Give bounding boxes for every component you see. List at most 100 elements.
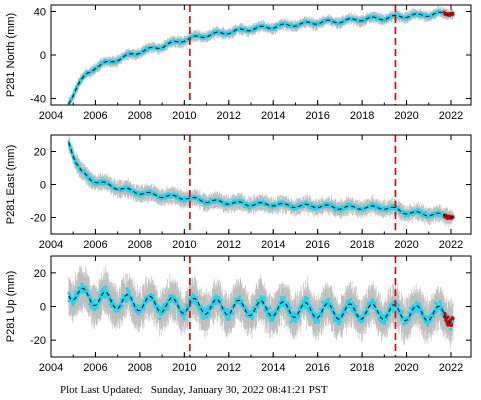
daily-point xyxy=(245,201,249,205)
daily-point xyxy=(264,306,267,310)
daily-point xyxy=(196,195,200,199)
daily-point xyxy=(353,310,356,313)
daily-point xyxy=(309,206,312,210)
x-tick-label: 2014 xyxy=(261,239,285,251)
daily-point xyxy=(182,317,186,321)
daily-point xyxy=(86,291,89,294)
daily-point xyxy=(162,311,166,314)
daily-point xyxy=(372,306,375,310)
daily-point xyxy=(436,309,440,312)
daily-point xyxy=(291,318,295,322)
daily-point xyxy=(386,313,390,316)
daily-point xyxy=(98,293,102,297)
daily-point xyxy=(106,291,109,295)
x-tick-label: 2016 xyxy=(305,362,329,374)
daily-point xyxy=(251,315,255,318)
east-panel: 2004 2006 2008 2010 2012 2014 2016 2018 2020 2022… xyxy=(5,134,472,251)
daily-point xyxy=(154,301,158,305)
daily-point xyxy=(306,309,310,312)
daily-point xyxy=(241,301,244,304)
daily-point xyxy=(106,296,110,300)
daily-point xyxy=(187,306,191,310)
daily-point xyxy=(338,314,341,318)
plot-area xyxy=(67,5,455,105)
daily-point xyxy=(349,203,353,206)
rapid-point xyxy=(445,214,448,217)
daily-point xyxy=(309,310,313,314)
y-tick-label: 20 xyxy=(34,268,46,280)
daily-point xyxy=(426,324,429,327)
daily-point xyxy=(379,316,382,320)
daily-point xyxy=(262,296,266,299)
daily-point xyxy=(287,310,290,314)
daily-point xyxy=(297,316,300,320)
daily-point xyxy=(217,296,221,299)
daily-point xyxy=(298,306,301,309)
daily-point xyxy=(150,294,153,298)
daily-point xyxy=(325,306,329,309)
y-tick-label: 0 xyxy=(40,302,46,314)
daily-point xyxy=(84,285,88,289)
daily-point xyxy=(197,304,200,307)
daily-point xyxy=(283,201,286,204)
daily-point xyxy=(270,311,274,314)
daily-point xyxy=(340,209,343,213)
daily-point xyxy=(372,301,375,304)
daily-point xyxy=(370,303,373,307)
daily-point xyxy=(373,302,377,306)
daily-point xyxy=(83,170,87,173)
daily-point xyxy=(208,313,211,316)
daily-point xyxy=(246,313,250,317)
daily-point xyxy=(184,311,187,315)
daily-point xyxy=(284,300,287,303)
daily-point xyxy=(143,50,147,54)
daily-point xyxy=(318,314,322,318)
daily-point xyxy=(73,301,76,305)
daily-point xyxy=(372,202,375,206)
daily-point xyxy=(327,302,330,305)
daily-point xyxy=(288,308,291,312)
daily-point xyxy=(310,308,314,312)
daily-point xyxy=(140,307,144,311)
rapid-point xyxy=(447,315,450,319)
daily-point xyxy=(277,309,280,312)
daily-point xyxy=(96,306,99,309)
daily-point xyxy=(189,198,192,201)
daily-point xyxy=(338,318,342,321)
x-tick-label: 2012 xyxy=(217,110,241,122)
plot-area xyxy=(67,135,455,227)
daily-point xyxy=(331,306,335,310)
rapid-point xyxy=(451,12,455,16)
x-tick-label: 2012 xyxy=(217,239,241,251)
daily-point xyxy=(228,317,232,321)
daily-point xyxy=(274,310,278,313)
daily-point xyxy=(242,205,245,208)
daily-point xyxy=(226,312,230,315)
daily-point xyxy=(303,306,307,310)
daily-point xyxy=(234,199,237,202)
daily-point xyxy=(74,298,78,302)
x-tick-label: 2004 xyxy=(39,362,63,374)
daily-point xyxy=(117,309,120,313)
x-tick-label: 2008 xyxy=(128,362,152,374)
daily-point xyxy=(290,311,293,315)
daily-point xyxy=(76,290,79,294)
daily-point xyxy=(257,305,260,309)
daily-point xyxy=(429,319,433,322)
daily-point xyxy=(136,304,139,307)
daily-point xyxy=(309,305,312,309)
daily-point xyxy=(136,305,139,309)
daily-point xyxy=(228,314,231,318)
daily-point xyxy=(219,299,223,302)
daily-point xyxy=(89,297,93,301)
daily-point xyxy=(176,302,179,305)
daily-point xyxy=(71,154,75,157)
daily-point xyxy=(126,297,129,300)
daily-point xyxy=(413,310,416,313)
x-tick-label: 2004 xyxy=(39,110,63,122)
daily-point xyxy=(344,308,347,312)
daily-point xyxy=(420,314,424,318)
daily-point xyxy=(227,308,230,311)
x-tick-label: 2014 xyxy=(261,110,285,122)
daily-point xyxy=(379,311,383,315)
